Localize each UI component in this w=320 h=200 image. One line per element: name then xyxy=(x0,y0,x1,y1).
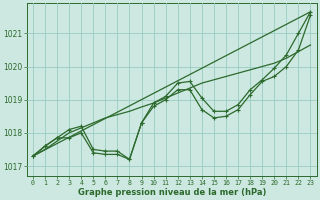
X-axis label: Graphe pression niveau de la mer (hPa): Graphe pression niveau de la mer (hPa) xyxy=(77,188,266,197)
